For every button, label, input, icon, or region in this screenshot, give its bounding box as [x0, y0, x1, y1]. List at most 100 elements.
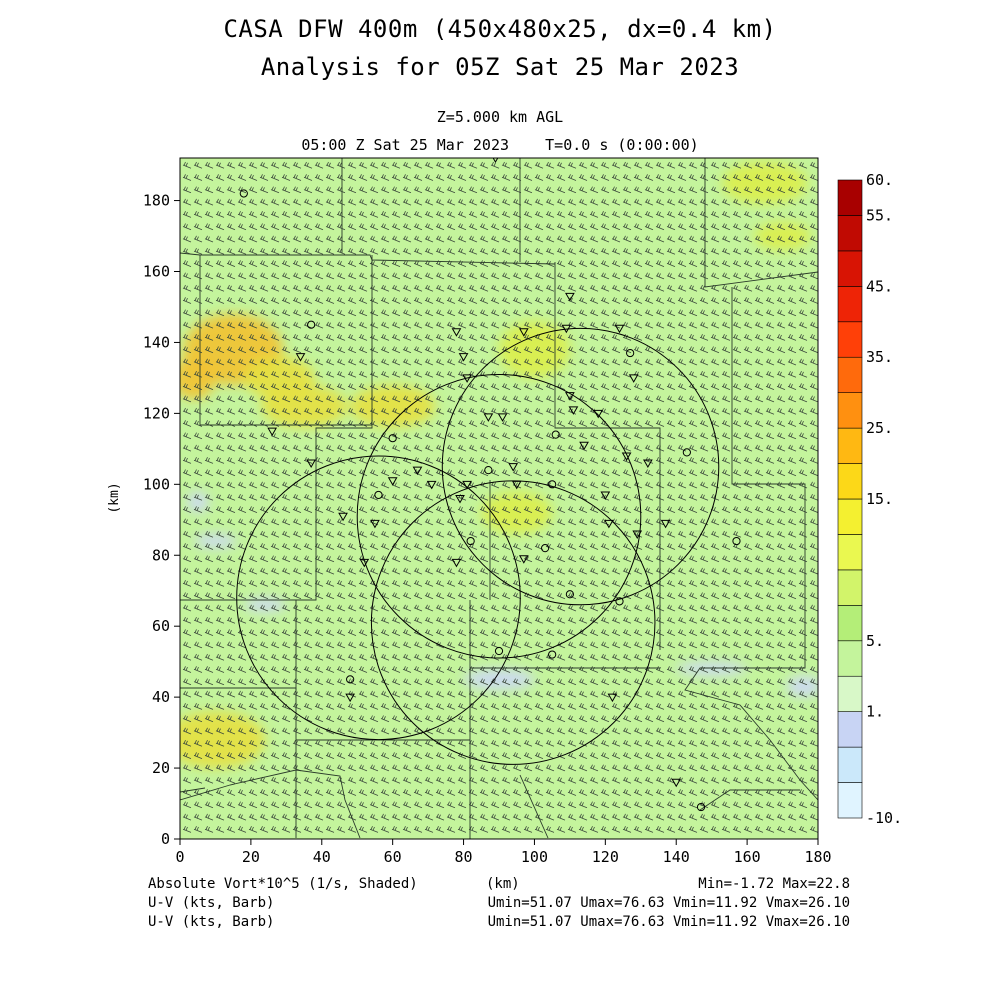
vorticity-patch	[350, 385, 436, 428]
circle-marker	[374, 490, 383, 500]
colorbar-label: 55.	[866, 206, 893, 224]
triangle-marker	[643, 459, 653, 469]
x-axis-label: (km)	[486, 876, 520, 892]
triangle-marker	[600, 491, 611, 500]
county-line	[554, 262, 661, 650]
county-line	[519, 774, 549, 839]
vorticity-patch	[194, 533, 237, 549]
colorbar-swatch	[837, 534, 863, 571]
y-axis-label: (km)	[107, 482, 122, 513]
colorbar: -10. 1. 5. 15. 25. 35. 45. 55. 60.	[837, 171, 902, 827]
vorticity-patch	[243, 597, 287, 612]
triangle-marker	[451, 328, 462, 337]
triangle-marker	[426, 480, 437, 490]
county-line	[699, 789, 800, 811]
wind-barbs	[182, 161, 818, 833]
x-tick-label: 100	[521, 848, 548, 866]
radar-ring	[356, 373, 642, 659]
vector1-stats: Umin=51.07 Umax=76.63 Vmin=11.92 Vmax=26…	[487, 895, 850, 911]
county-line	[684, 287, 818, 801]
y-tick-label: 180	[143, 192, 170, 210]
triangle-marker	[462, 374, 472, 383]
circle-marker	[615, 597, 624, 606]
vector2-stats: Umin=51.07 Umax=76.63 Vmin=11.92 Vmax=26…	[487, 914, 850, 930]
county-line	[199, 255, 372, 426]
triangle-marker	[338, 512, 348, 522]
triangle-marker	[455, 495, 465, 504]
vorticity-patch	[180, 711, 266, 769]
circle-marker	[484, 466, 493, 475]
x-tick-label: 20	[242, 848, 260, 866]
triangle-marker	[412, 466, 423, 476]
triangle-marker	[462, 480, 472, 490]
chart-title-line1: CASA DFW 400m (450x480x25, dx=0.4 km)	[223, 15, 777, 43]
triangle-marker	[345, 693, 355, 703]
county-line	[180, 252, 556, 265]
barb-grid	[182, 161, 818, 833]
triangle-marker	[614, 324, 625, 334]
vorticity-patch	[187, 491, 209, 513]
colorbar-label: 25.	[866, 419, 893, 437]
x-tick-label: 160	[734, 848, 761, 866]
colorbar-swatch	[837, 179, 863, 216]
colorbar-swatch	[837, 640, 863, 677]
circle-marker	[732, 536, 741, 546]
circle-marker	[682, 448, 691, 457]
y-tick-label: 160	[143, 263, 170, 281]
circle-marker	[548, 480, 557, 489]
chart-title-line2: Analysis for 05Z Sat 25 Mar 2023	[260, 53, 740, 81]
triangle-marker	[497, 413, 508, 422]
colorbar-swatch	[837, 605, 863, 642]
county-line	[180, 769, 361, 839]
y-tick-label: 60	[152, 617, 170, 635]
triangle-marker	[370, 519, 380, 529]
vector1-label: U-V (kts, Barb)	[148, 895, 275, 911]
triangle-marker	[561, 324, 572, 334]
x-tick-label: 120	[592, 848, 619, 866]
circle-marker	[239, 189, 248, 198]
circle-marker	[540, 544, 550, 553]
triangle-marker	[508, 463, 519, 472]
circle-marker	[548, 650, 557, 659]
colorbar-label: 1.	[866, 703, 884, 721]
colorbar-label: 45.	[866, 277, 893, 295]
triangle-marker	[632, 530, 643, 539]
y-tick-label: 80	[152, 546, 170, 564]
county-line	[180, 687, 297, 690]
triangle-marker	[621, 452, 632, 461]
field-label: Absolute Vort*10^5 (1/s, Shaded)	[148, 876, 418, 892]
triangle-marker	[267, 427, 278, 437]
x-axis: 0 20 40 60 80 100 120 140 160 180	[175, 839, 832, 866]
vorticity-patch	[786, 675, 818, 698]
x-tick-label: 80	[455, 848, 473, 866]
triangle-marker	[607, 693, 618, 703]
colorbar-swatch	[837, 675, 863, 712]
colorbar-label: 5.	[866, 632, 884, 650]
circle-marker	[346, 675, 355, 684]
circle-marker	[626, 348, 635, 358]
colorbar-swatch	[837, 250, 863, 287]
x-tick-label: 60	[384, 848, 402, 866]
y-tick-label: 40	[152, 688, 170, 706]
triangle-marker	[660, 519, 671, 529]
circle-marker	[551, 430, 560, 439]
triangle-marker	[295, 353, 306, 362]
circle-marker	[494, 646, 504, 656]
min-max-label: Min=-1.72 Max=22.8	[698, 876, 850, 892]
y-tick-label: 0	[161, 830, 170, 848]
colorbar-swatch	[837, 427, 863, 464]
vorticity-patch	[754, 221, 811, 251]
triangle-marker	[568, 406, 579, 415]
triangle-marker	[511, 480, 522, 490]
station-markers	[239, 158, 741, 812]
x-tick-label: 180	[804, 848, 831, 866]
triangle-marker	[458, 353, 469, 362]
colorbar-label: 35.	[866, 348, 893, 366]
colorbar-label: 60.	[866, 171, 893, 189]
level-label: Z=5.000 km AGL	[436, 108, 564, 126]
y-tick-label: 140	[143, 333, 170, 351]
circle-marker	[307, 320, 316, 329]
colorbar-swatch	[837, 498, 863, 535]
time-label: 05:00 Z Sat 25 Mar 2023 T=0.0 s (0:00:00…	[301, 136, 699, 154]
